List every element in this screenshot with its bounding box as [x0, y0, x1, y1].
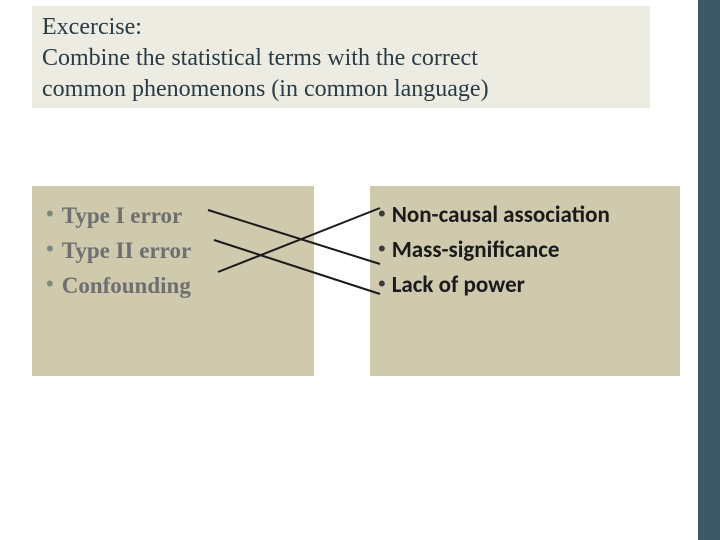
list-item: • Type II error	[46, 235, 300, 266]
phenomenon-label: Lack of power	[392, 270, 525, 301]
title-line-3: common phenomenons (in common language)	[42, 74, 640, 105]
title-line-2: Combine the statistical terms with the c…	[42, 43, 640, 74]
title-line-1: Excercise:	[42, 12, 640, 43]
list-item: • Mass-significance	[378, 235, 672, 266]
term-label: Confounding	[62, 270, 191, 301]
bullet-icon: •	[46, 200, 54, 229]
accent-stripe	[698, 0, 720, 540]
bullet-icon: •	[46, 270, 54, 299]
title-box: Excercise: Combine the statistical terms…	[32, 6, 650, 108]
phenomenon-label: Non-causal association	[392, 200, 610, 231]
list-item: • Lack of power	[378, 270, 672, 301]
right-phenomena-box: • Non-causal association • Mass-signific…	[370, 186, 680, 376]
list-item: • Type I error	[46, 200, 300, 231]
bullet-icon: •	[378, 270, 386, 299]
term-label: Type I error	[62, 200, 183, 231]
list-item: • Non-causal association	[378, 200, 672, 231]
bullet-icon: •	[378, 200, 386, 229]
list-item: • Confounding	[46, 270, 300, 301]
term-label: Type II error	[62, 235, 191, 266]
left-terms-box: • Type I error • Type II error • Confoun…	[32, 186, 314, 376]
phenomenon-label: Mass-significance	[392, 235, 560, 266]
bullet-icon: •	[46, 235, 54, 264]
bullet-icon: •	[378, 235, 386, 264]
